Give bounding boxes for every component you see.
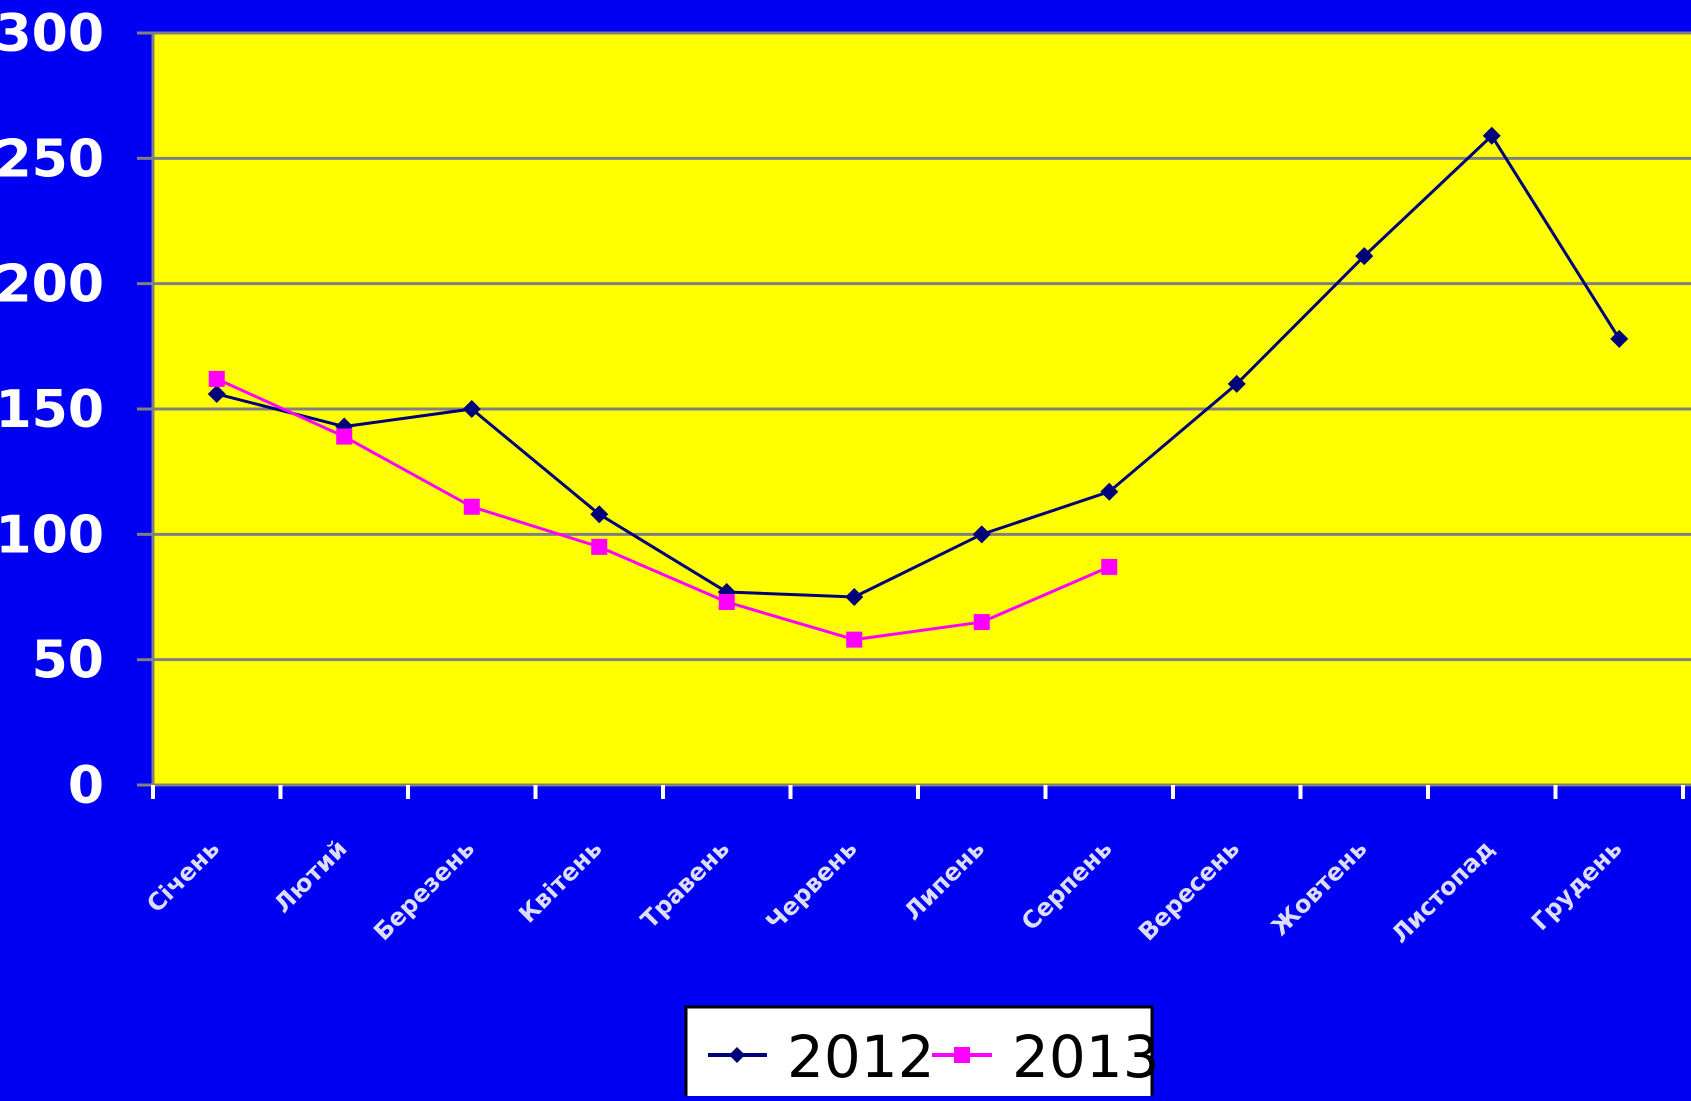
data-point-2013-3 <box>591 538 608 555</box>
data-point-2012-10 <box>1482 126 1501 145</box>
y-tick-label-300: 300 <box>0 4 104 64</box>
data-point-2013-0 <box>208 370 225 387</box>
series-line-2013 <box>216 377 1110 642</box>
legend-swatch-2012-marker <box>729 1047 745 1063</box>
series-2013 <box>208 370 1118 648</box>
gridlines <box>153 31 1691 662</box>
legend-swatch-2013-marker <box>954 1047 970 1063</box>
data-point-2012-11 <box>1610 329 1629 348</box>
data-point-2012-7 <box>1100 482 1119 501</box>
data-point-2013-2 <box>463 498 480 515</box>
data-point-2013-4 <box>718 594 735 611</box>
series-layer <box>207 126 1629 648</box>
data-point-2012-6 <box>972 525 991 544</box>
y-tick-label-150: 150 <box>0 380 104 440</box>
y-tick-label-200: 200 <box>0 255 104 315</box>
y-tick-label-100: 100 <box>0 505 104 565</box>
data-point-2012-9 <box>1355 247 1374 266</box>
y-axis-tick-labels: 0 50 100 150 200 250 300 <box>0 4 104 816</box>
data-point-2012-3 <box>590 505 609 524</box>
legend-label-2012: 2012 <box>787 1023 935 1091</box>
axes <box>137 31 1691 799</box>
data-point-2012-0 <box>207 384 226 403</box>
data-point-2013-5 <box>846 631 863 648</box>
data-point-2013-1 <box>336 428 353 445</box>
y-tick-label-250: 250 <box>0 129 104 189</box>
data-point-2013-6 <box>973 614 990 631</box>
series-line-2012 <box>216 133 1621 599</box>
legend-box <box>684 1005 1154 1101</box>
y-tick-label-0: 0 <box>68 756 104 816</box>
data-point-2012-8 <box>1227 374 1246 393</box>
y-tick-label-50: 50 <box>32 631 104 691</box>
data-point-2012-2 <box>462 400 481 418</box>
data-point-2013-7 <box>1101 558 1118 575</box>
legend-label-2013: 2013 <box>1012 1023 1160 1091</box>
data-point-2012-5 <box>845 588 864 606</box>
legend: 2012 2013 <box>684 1005 1160 1101</box>
